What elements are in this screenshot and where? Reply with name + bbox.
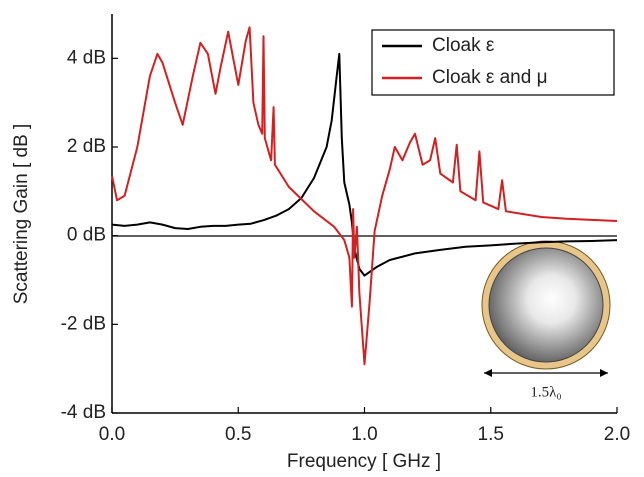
x-tick-label: 2.0: [604, 424, 630, 445]
x-tick-label: 0.0: [99, 424, 125, 445]
y-axis-label: Scattering Gain [ dB ]: [11, 124, 32, 305]
annotation: 1.5λ₀: [530, 384, 561, 400]
series-line: [111, 26, 618, 366]
legend-box: [371, 29, 615, 96]
legend-label: Cloak ε: [432, 35, 495, 56]
legend-label: Cloak ε and μ: [432, 67, 548, 88]
x-axis-label: Frequency [ GHz ]: [287, 451, 441, 472]
x-tick-label: 1.5: [478, 424, 504, 445]
y-tick-label: 2 dB: [67, 136, 106, 157]
y-tick-label: -4 dB: [61, 402, 106, 423]
inset-core: [488, 247, 604, 363]
x-tick-label: 1.0: [351, 424, 377, 445]
y-tick-label: -2 dB: [61, 313, 106, 334]
y-tick-label: 4 dB: [67, 47, 106, 68]
x-tick-label: 0.5: [225, 424, 251, 445]
y-tick-label: 0 dB: [67, 225, 106, 246]
series-line: [111, 52, 618, 277]
